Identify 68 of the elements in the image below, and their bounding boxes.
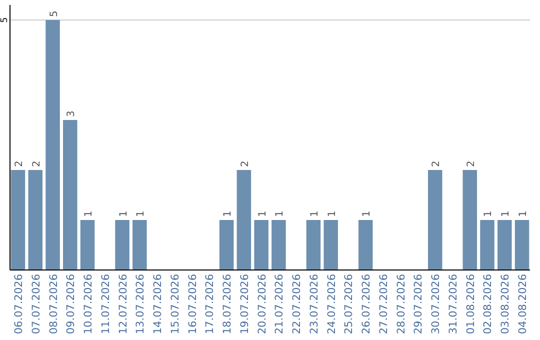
data-label: 2 — [31, 160, 42, 167]
data-label: 1 — [483, 210, 494, 217]
x-tick-label: 28.07.2026 — [395, 274, 408, 334]
data-label: 1 — [500, 210, 512, 217]
data-label: 1 — [118, 210, 130, 217]
x-tick-label: 19.07.2026 — [238, 274, 251, 334]
x-tick-label: 30.07.2026 — [430, 274, 442, 334]
data-label: 1 — [84, 210, 95, 217]
bar — [462, 170, 477, 270]
x-tick-label: 08.07.2026 — [48, 274, 60, 334]
x-tick-label: 09.07.2026 — [65, 274, 78, 334]
x-tick-label: 15.07.2026 — [169, 274, 182, 334]
data-label: 1 — [326, 210, 338, 217]
data-label: 1 — [257, 210, 268, 217]
data-label: 3 — [66, 110, 78, 117]
data-label: 2 — [240, 160, 251, 167]
bar — [28, 170, 42, 270]
x-tick-label: 20.07.2026 — [256, 274, 268, 334]
bar — [236, 170, 252, 270]
x-tick-label: 21.07.2026 — [274, 274, 286, 334]
data-label: 5 — [48, 10, 60, 17]
data-label: 1 — [274, 210, 286, 217]
bar — [480, 220, 494, 270]
x-tick-label: 11.07.2026 — [100, 274, 112, 334]
x-tick-label: 10.07.2026 — [82, 274, 95, 334]
x-tick-label: 18.07.2026 — [222, 274, 234, 334]
x-tick-label: 29.07.2026 — [412, 274, 425, 334]
bar — [80, 220, 95, 270]
data-label: 1 — [222, 210, 234, 217]
bar — [46, 20, 60, 270]
x-tick-label: 22.07.2026 — [291, 274, 304, 334]
data-label: 1 — [362, 210, 373, 217]
x-tick-label: 03.08.2026 — [500, 274, 512, 334]
bar — [63, 120, 78, 270]
x-tick-label: 26.07.2026 — [360, 274, 373, 334]
data-label: 2 — [466, 160, 477, 167]
data-label: 1 — [518, 210, 530, 217]
data-label: 2 — [431, 160, 442, 167]
x-tick-label: 31.07.2026 — [447, 274, 460, 334]
bar — [10, 170, 26, 270]
x-tick-label: 06.07.2026 — [12, 274, 25, 334]
bar — [132, 220, 147, 270]
x-tick-label: 12.07.2026 — [117, 274, 130, 334]
x-tick-label: 07.07.2026 — [30, 274, 42, 334]
bar — [514, 220, 530, 270]
x-tick-label: 01.08.2026 — [464, 274, 477, 334]
x-tick-label: 04.08.2026 — [517, 274, 530, 334]
x-tick-label: 02.08.2026 — [482, 274, 494, 334]
x-tick-label: 13.07.2026 — [134, 274, 147, 334]
x-tick-label: 14.07.2026 — [152, 274, 164, 334]
x-tick-label: 17.07.2026 — [204, 274, 216, 334]
x-tick-label: 16.07.2026 — [186, 274, 199, 334]
bar — [428, 170, 442, 270]
bar — [272, 220, 286, 270]
data-label: 1 — [309, 210, 320, 217]
bar — [358, 220, 373, 270]
data-label: 1 — [136, 210, 147, 217]
x-tick-label: 25.07.2026 — [343, 274, 356, 334]
data-label: 2 — [14, 160, 25, 167]
x-tick-label: 24.07.2026 — [326, 274, 338, 334]
x-tick-label: 23.07.2026 — [308, 274, 320, 334]
bar — [306, 220, 321, 270]
x-tick-label: 27.07.2026 — [378, 274, 390, 334]
bar — [219, 220, 234, 270]
bar — [115, 220, 130, 270]
bar — [254, 220, 268, 270]
bar — [324, 220, 338, 270]
bar — [498, 220, 512, 270]
